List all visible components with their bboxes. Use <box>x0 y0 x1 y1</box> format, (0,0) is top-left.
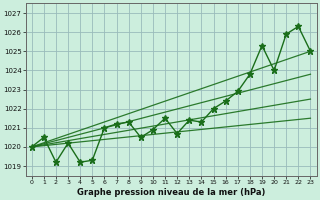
X-axis label: Graphe pression niveau de la mer (hPa): Graphe pression niveau de la mer (hPa) <box>77 188 265 197</box>
